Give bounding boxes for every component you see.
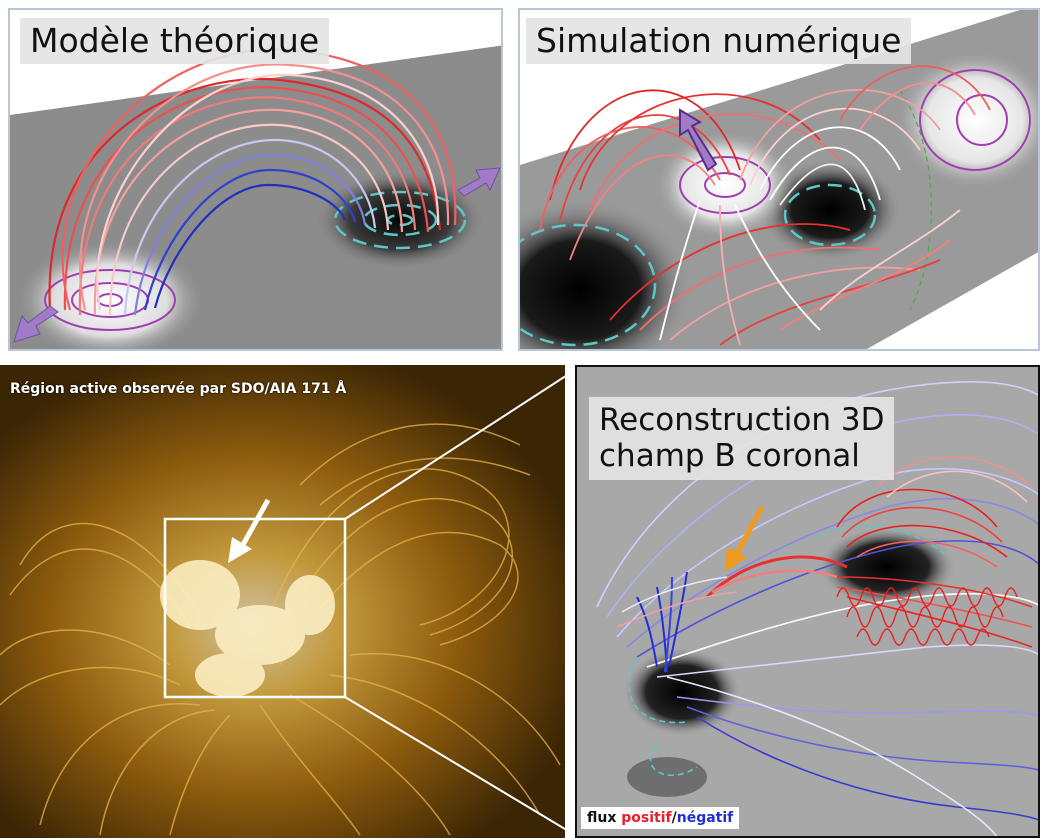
positive-polarity — [895, 50, 1038, 190]
negative-polarity — [817, 527, 957, 607]
expand-arrow-icon — [13, 305, 59, 343]
polarity-inversion-line — [899, 89, 932, 311]
reconstruction-panel: Reconstruction 3D champ B coronal flux p… — [575, 365, 1040, 838]
simulation-title: Simulation numérique — [526, 18, 912, 64]
positive-contours — [679, 69, 1031, 214]
bright-active-region — [160, 560, 335, 697]
legend-negative: négatif — [676, 810, 734, 826]
theory-title: Modèle théorique — [20, 18, 330, 64]
reconstruction-title: Reconstruction 3D champ B coronal — [589, 397, 895, 481]
theory-panel: Modèle théorique — [8, 8, 503, 351]
pointer-arrow-icon — [725, 505, 765, 572]
negative-contours — [520, 183, 877, 347]
expand-arrow-icon — [457, 167, 501, 197]
zoom-line-top — [344, 369, 575, 520]
sdo-aia-image — [0, 365, 575, 838]
simulation-figure — [520, 10, 1038, 349]
pointer-arrow-icon — [228, 498, 271, 563]
field-lines — [539, 65, 991, 346]
negative-polarity — [622, 647, 742, 737]
expand-arrow-icon — [679, 108, 718, 172]
positive-polarity — [655, 130, 795, 240]
legend-positive: positif — [621, 810, 672, 826]
sdo-observation-panel: Région active observée par SDO/AIA 171 Å — [0, 365, 575, 838]
reconstruction-title-line2: champ B coronal — [599, 437, 860, 474]
theory-figure — [10, 10, 501, 349]
observation-title: Région active observée par SDO/AIA 171 Å — [10, 381, 347, 397]
legend-separator: / — [671, 810, 677, 826]
legend-prefix: flux — [587, 810, 622, 826]
simulation-panel: Simulation numérique — [518, 8, 1040, 351]
negative-polarity — [315, 170, 485, 270]
reconstruction-title-line1: Reconstruction 3D — [599, 402, 885, 438]
zoom-line-bottom — [344, 696, 575, 836]
red-field-bundle — [836, 587, 1018, 646]
flux-legend: flux positif/négatif — [581, 807, 740, 829]
